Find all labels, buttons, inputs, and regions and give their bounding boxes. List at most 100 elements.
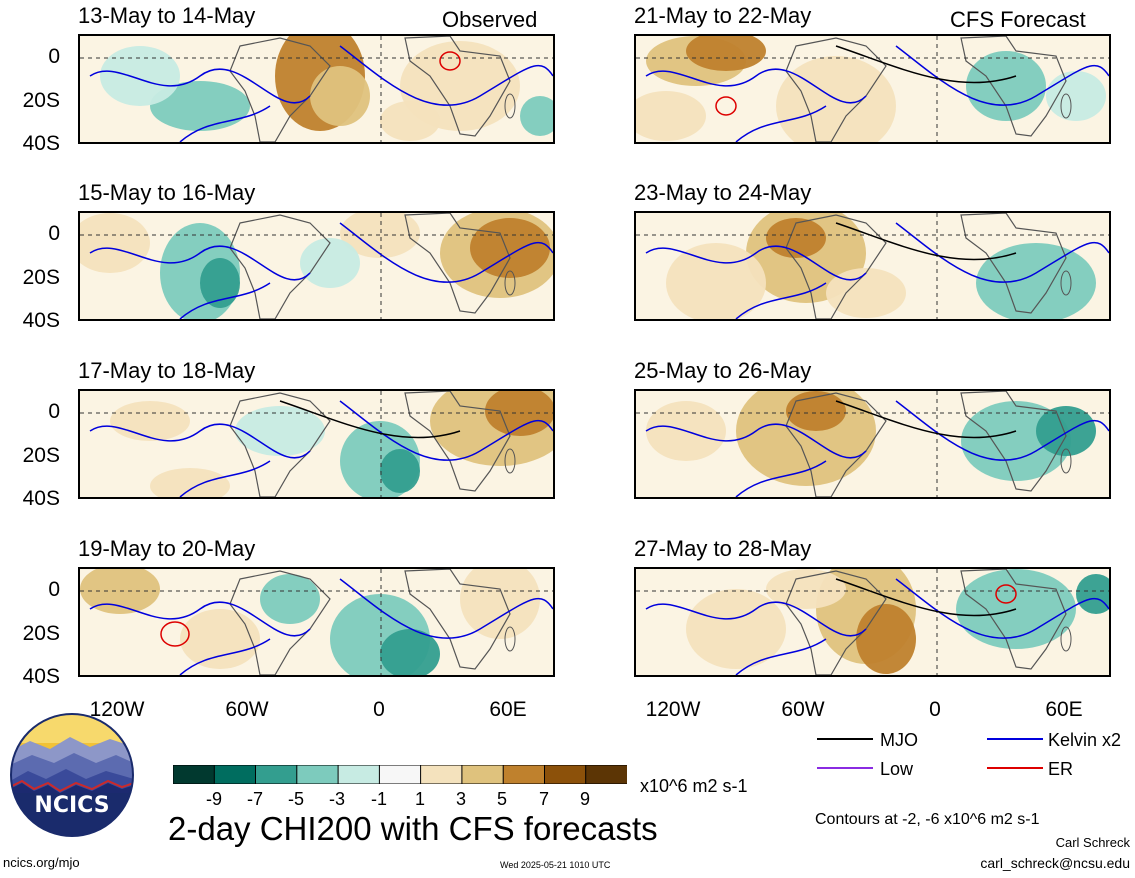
main-title: 2-day CHI200 with CFS forecasts — [168, 810, 658, 847]
africa-coastline — [960, 391, 1067, 492]
africa-coastline — [404, 36, 511, 137]
y-tick-label: 20S — [22, 444, 60, 467]
anomaly-blob — [470, 218, 550, 278]
colorbar — [172, 764, 629, 785]
colorbar-swatch — [337, 764, 381, 785]
colorbar-swatch — [378, 764, 422, 785]
colorbar-swatch — [172, 764, 216, 785]
anomaly-blob — [200, 258, 240, 308]
kelvin-contour — [645, 423, 867, 459]
kelvin-contour — [339, 400, 553, 461]
kelvin-contour — [735, 105, 827, 142]
kelvin-contour — [339, 578, 553, 639]
colorbar-label: 1 — [414, 789, 425, 809]
colorbar-label: -7 — [246, 789, 263, 809]
kelvin-legend-label: Kelvin x2 — [1048, 730, 1122, 750]
madagascar-coastline — [1060, 448, 1072, 474]
anomaly-blob — [636, 91, 706, 141]
kelvin-contour — [645, 68, 867, 104]
anomaly-blob — [686, 589, 786, 669]
anomaly-blob — [180, 609, 260, 669]
x-tick-label: 60W — [225, 698, 269, 721]
anomaly-blob — [520, 96, 553, 136]
anomaly-blob — [150, 81, 250, 131]
y-tick-label: 20S — [22, 89, 60, 112]
colorbar-swatch — [296, 764, 340, 785]
observed-label: Observed — [442, 7, 538, 32]
panel-title: 17-May to 18-May — [78, 358, 256, 383]
map-field — [636, 391, 1109, 497]
er-contour — [995, 584, 1017, 604]
colorbar-swatch — [502, 764, 546, 785]
panel-title: 13-May to 14-May — [78, 3, 256, 28]
er-contour — [160, 621, 190, 647]
south-america-coastline — [785, 214, 887, 319]
madagascar-coastline — [1060, 93, 1072, 119]
mjo-contour — [835, 400, 1017, 439]
contours-note: Contours at -2, -6 x10^6 m2 s-1 — [815, 811, 1040, 828]
anomaly-blob — [966, 51, 1046, 121]
y-tick-label: 40S — [22, 665, 60, 688]
map-panel-observed-1 — [78, 34, 555, 144]
anomaly-blob — [380, 101, 440, 141]
colorbar-label: 9 — [579, 789, 590, 809]
colorbar-swatch — [461, 764, 505, 785]
africa-coastline — [404, 569, 511, 670]
anomaly-blob — [110, 401, 190, 441]
y-tick-label: 20S — [22, 266, 60, 289]
anomaly-blob — [766, 218, 826, 258]
kelvin-contour — [179, 105, 271, 142]
mjo-contour — [835, 222, 1017, 261]
south-america-coastline — [785, 570, 887, 675]
anomaly-blob — [1046, 71, 1106, 121]
y-tick-label: 40S — [22, 487, 60, 510]
er-legend-label: ER — [1048, 759, 1074, 779]
er-contour — [439, 51, 461, 71]
y-tick-label: 40S — [22, 132, 60, 155]
map-field — [636, 569, 1109, 675]
kelvin-contour — [645, 601, 867, 637]
y-tick-label: 20S — [22, 622, 60, 645]
africa-coastline — [960, 569, 1067, 670]
anomaly-blob — [235, 406, 325, 456]
y-tick-label: 40S — [22, 309, 60, 332]
x-tick-label: 60E — [1045, 698, 1083, 721]
y-tick-label: 0 — [48, 400, 60, 423]
x-tick-label: 120W — [89, 698, 145, 721]
x-tick-label: 0 — [373, 698, 385, 721]
colorbar-label: -1 — [370, 789, 387, 809]
map-field — [80, 569, 553, 675]
madagascar-coastline — [504, 270, 516, 296]
kelvin-contour — [895, 578, 1109, 639]
y-tick-label: 0 — [48, 222, 60, 245]
panel-title: 21-May to 22-May — [634, 3, 812, 28]
x-tick-label: 60E — [489, 698, 527, 721]
panel-title: 27-May to 28-May — [634, 536, 812, 561]
south-america-coastline — [785, 37, 887, 142]
x-tick-label: 60W — [781, 698, 825, 721]
kelvin-contour — [895, 400, 1109, 461]
anomaly-blob — [150, 468, 230, 497]
map-panel-forecast-4 — [634, 567, 1111, 677]
y-tick-label: 0 — [48, 45, 60, 68]
anomaly-blob — [260, 574, 320, 624]
madagascar-coastline — [504, 626, 516, 652]
timestamp: Wed 2025-05-21 1010 UTC — [500, 860, 611, 870]
kelvin-contour — [339, 222, 553, 283]
kelvin-contour — [735, 638, 827, 675]
anomaly-blob — [856, 604, 916, 674]
anomaly-blob — [1036, 406, 1096, 456]
anomaly-blob — [766, 569, 846, 609]
south-america-coastline — [229, 214, 331, 319]
kelvin-contour — [89, 423, 311, 459]
kelvin-contour — [89, 601, 311, 637]
kelvin-contour — [645, 245, 867, 281]
mjo-contour — [835, 45, 1017, 84]
panel-title: 25-May to 26-May — [634, 358, 812, 383]
colorbar-label: -5 — [287, 789, 304, 809]
colorbar-label: -3 — [328, 789, 345, 809]
kelvin-contour — [339, 45, 553, 106]
anomaly-blob — [666, 243, 766, 319]
anomaly-blob — [380, 449, 420, 493]
colorbar-label: 3 — [455, 789, 466, 809]
